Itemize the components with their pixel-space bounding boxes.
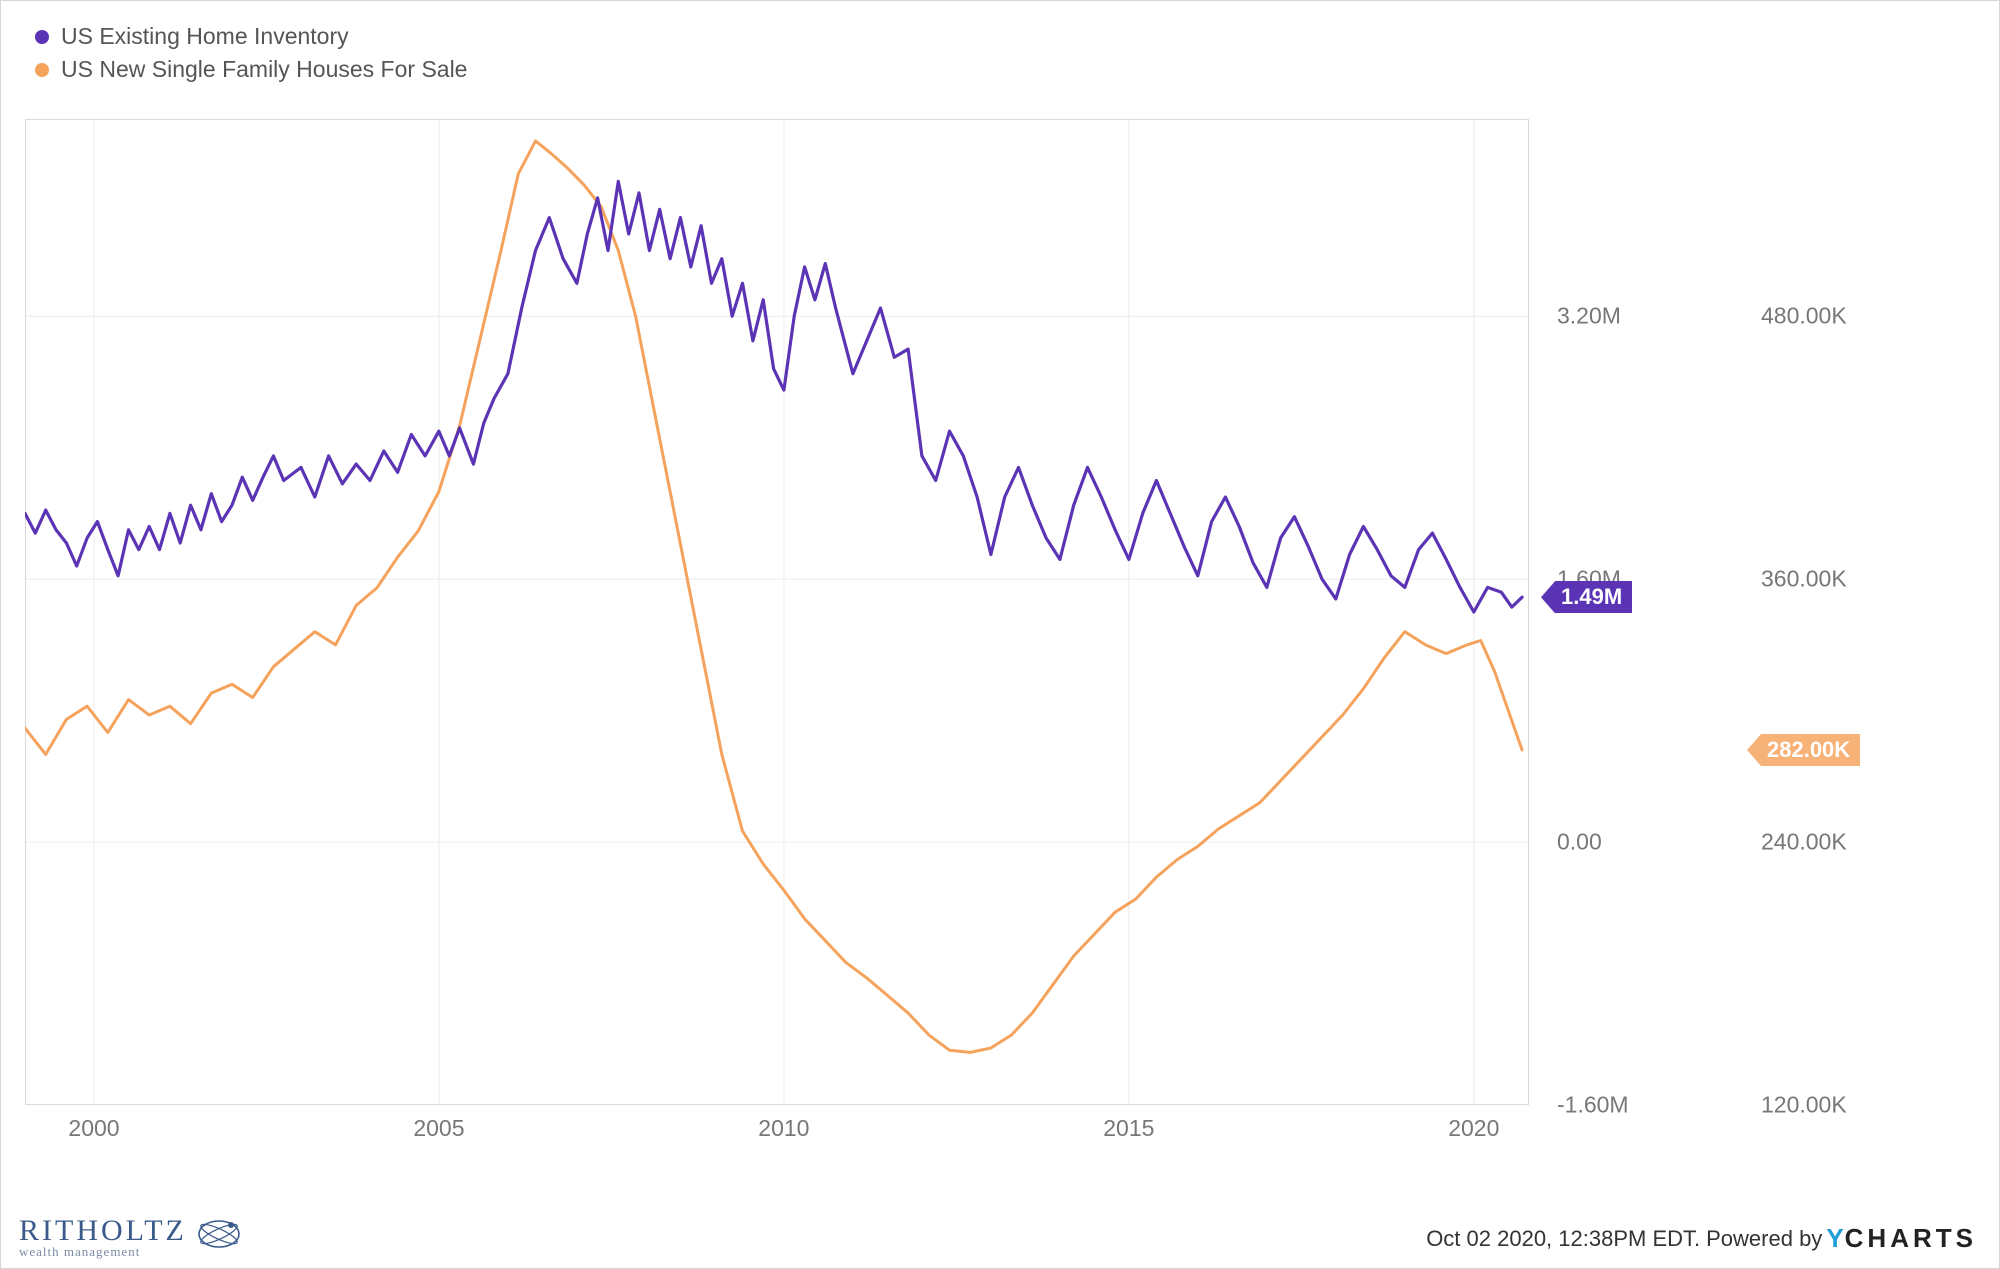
ycharts-logo-y: Y xyxy=(1826,1223,1844,1254)
footer-powered: Powered by xyxy=(1706,1226,1822,1252)
logo-name: RITHOLTZ xyxy=(19,1214,187,1248)
legend-swatch-series2 xyxy=(35,63,49,77)
chart-footer: Oct 02 2020, 12:38PM EDT. Powered by Y C… xyxy=(1426,1223,1977,1254)
legend-label-series1: US Existing Home Inventory xyxy=(61,23,349,50)
ritholtz-logo: RITHOLTZ wealth management xyxy=(19,1214,247,1260)
footer-timestamp: Oct 02 2020, 12:38PM EDT. xyxy=(1426,1226,1700,1252)
y-right-tick-label: 360.00K xyxy=(1761,566,1847,593)
logo-globe-icon xyxy=(191,1211,247,1257)
legend-swatch-series1 xyxy=(35,30,49,44)
x-tick-label: 2015 xyxy=(1103,1115,1154,1142)
endcap-series2-value: 282.00K xyxy=(1767,737,1850,762)
chart-plot xyxy=(25,119,1529,1105)
y-right-tick-label: 240.00K xyxy=(1761,829,1847,856)
ycharts-logo-text: CHARTS xyxy=(1845,1223,1977,1254)
y-left-tick-label: 3.20M xyxy=(1557,303,1621,330)
x-tick-label: 2000 xyxy=(68,1115,119,1142)
legend-label-series2: US New Single Family Houses For Sale xyxy=(61,56,467,83)
y-left-tick-label: -1.60M xyxy=(1557,1092,1629,1119)
y-right-tick-label: 480.00K xyxy=(1761,303,1847,330)
x-tick-label: 2005 xyxy=(413,1115,464,1142)
x-tick-label: 2020 xyxy=(1448,1115,1499,1142)
chart-container: US Existing Home Inventory US New Single… xyxy=(0,0,2000,1269)
endcap-series1: 1.49M xyxy=(1555,581,1632,613)
legend-item-series1[interactable]: US Existing Home Inventory xyxy=(35,23,467,50)
endcap-series1-value: 1.49M xyxy=(1561,584,1622,609)
legend: US Existing Home Inventory US New Single… xyxy=(35,23,467,89)
y-right-tick-label: 120.00K xyxy=(1761,1092,1847,1119)
endcap-series2: 282.00K xyxy=(1761,734,1860,766)
y-left-tick-label: 0.00 xyxy=(1557,829,1602,856)
x-tick-label: 2010 xyxy=(758,1115,809,1142)
legend-item-series2[interactable]: US New Single Family Houses For Sale xyxy=(35,56,467,83)
